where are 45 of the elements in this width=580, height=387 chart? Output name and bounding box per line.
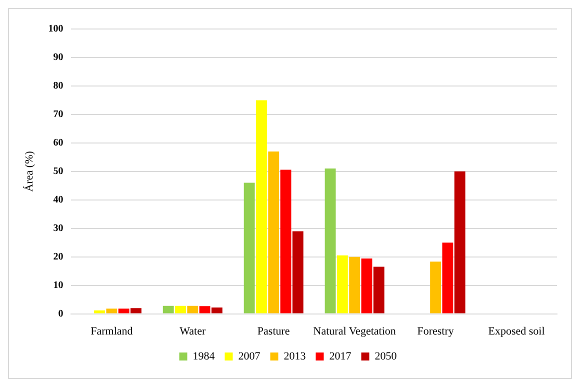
bar (162, 306, 174, 314)
x-tick-label: Farmland (90, 325, 134, 338)
y-tick-label: 70 (53, 109, 64, 120)
x-tick-label: Natural Vegetation (313, 325, 396, 338)
bar (280, 170, 292, 314)
bar (175, 306, 186, 314)
y-tick-label: 100 (48, 24, 64, 35)
bar (244, 182, 255, 314)
y-tick-label: 0 (58, 308, 64, 320)
x-tick-label: Water (180, 325, 206, 338)
bar (268, 151, 280, 314)
x-tick-label: Exposed soil (488, 325, 545, 338)
bar (118, 308, 130, 314)
bar (211, 308, 222, 314)
y-axis-title: Área (%) (22, 150, 36, 192)
y-tick-label: 40 (53, 194, 64, 206)
bar (130, 308, 142, 314)
legend-label: 2017 (329, 350, 352, 362)
x-tick-label: Forestry (417, 325, 454, 338)
bar (454, 171, 466, 314)
y-tick-label: 80 (53, 80, 64, 92)
legend-label: 2007 (238, 350, 261, 362)
x-tick-label: Pasture (257, 325, 290, 338)
bar (324, 168, 336, 314)
bar (199, 306, 210, 314)
y-tick-label: 50 (53, 166, 64, 177)
y-tick-label: 60 (53, 138, 64, 148)
bar (373, 266, 384, 314)
bar (442, 242, 454, 314)
bar (430, 262, 442, 314)
y-tick-label: 30 (53, 222, 64, 234)
y-tick-label: 90 (53, 52, 64, 64)
legend-label: 2050 (374, 350, 398, 362)
bar (292, 231, 304, 314)
bar (336, 255, 348, 314)
bar (106, 308, 118, 314)
legend-label: 1984 (192, 350, 216, 362)
y-tick-label: 10 (53, 280, 64, 291)
bar (361, 258, 372, 314)
bar (187, 306, 198, 314)
bar (349, 256, 360, 314)
bar (94, 310, 106, 314)
bar (256, 100, 267, 314)
legend-label: 2013 (284, 350, 306, 362)
y-tick-label: 20 (53, 251, 64, 262)
